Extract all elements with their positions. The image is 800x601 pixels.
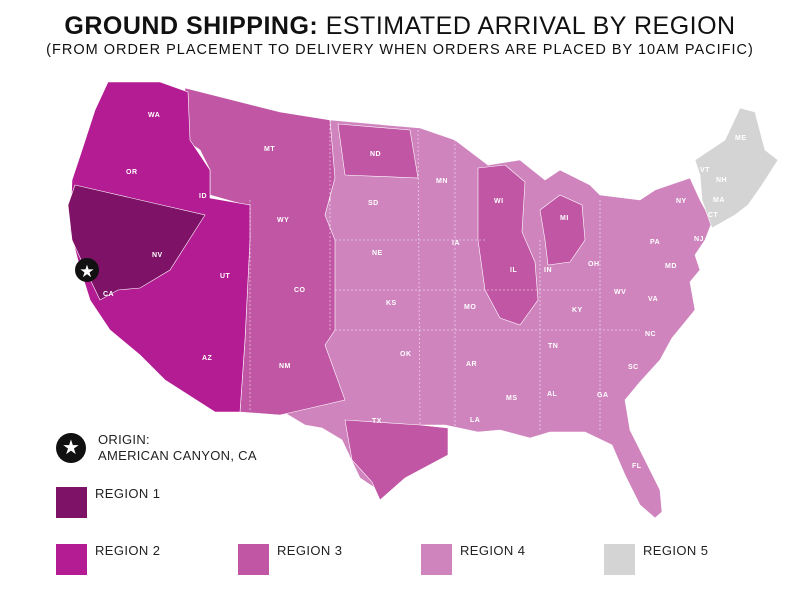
state-label-co: CO: [294, 287, 306, 294]
state-label-mo: MO: [464, 304, 476, 311]
legend-swatch: [421, 544, 452, 575]
state-label-or: OR: [126, 169, 138, 176]
legend-label: REGION 1: [95, 486, 161, 501]
state-label-ne: NE: [372, 250, 383, 257]
state-label-il: IL: [510, 267, 517, 274]
state-label-al: AL: [547, 391, 558, 398]
legend-region5: REGION 5: [604, 543, 709, 575]
state-label-nj: NJ: [694, 236, 704, 243]
state-label-me: ME: [735, 135, 747, 142]
state-label-nd: ND: [370, 151, 381, 158]
state-label-ny: NY: [676, 198, 687, 205]
state-label-ms: MS: [506, 395, 518, 402]
state-label-ok: OK: [400, 351, 412, 358]
state-label-va: VA: [648, 296, 658, 303]
region3-texas-east: [344, 419, 449, 501]
state-label-nm: NM: [279, 363, 291, 370]
legend-region4: REGION 4: [421, 543, 526, 575]
map-subtitle: (FROM ORDER PLACEMENT TO DELIVERY WHEN O…: [46, 42, 754, 58]
legend-label: REGION 5: [643, 543, 709, 558]
legend-label: REGION 3: [277, 543, 343, 558]
state-label-wi: WI: [494, 198, 504, 205]
state-label-id: ID: [199, 193, 207, 200]
state-label-ma: MA: [713, 197, 725, 204]
state-label-nv: NV: [152, 252, 163, 259]
region3-midwest: [477, 164, 539, 326]
state-label-tn: TN: [548, 343, 558, 350]
state-borders: [249, 120, 640, 432]
legend-swatch: [604, 544, 635, 575]
region4-area: [239, 119, 713, 519]
region3-mi: [539, 194, 586, 266]
state-label-ar: AR: [466, 361, 477, 368]
legend-label: REGION 4: [460, 543, 526, 558]
state-label-ia: IA: [452, 240, 460, 247]
state-label-mi: MI: [560, 215, 569, 222]
state-label-in: IN: [544, 267, 552, 274]
state-labels: WA OR MT ID WY ND MN SD NV UT CA CO NE I…: [103, 112, 747, 470]
legend-swatch: [238, 544, 269, 575]
origin-label: ORIGIN:: [98, 432, 150, 447]
state-label-ga: GA: [597, 392, 609, 399]
region5-area: [694, 107, 779, 229]
state-label-wv: WV: [614, 289, 626, 296]
state-label-nh: NH: [716, 177, 727, 184]
map-title: GROUND SHIPPING: ESTIMATED ARRIVAL BY RE…: [0, 12, 800, 41]
legend-region3: REGION 3: [238, 543, 343, 575]
legend-region2: REGION 2: [56, 543, 161, 575]
star-icon: ★: [56, 433, 86, 463]
state-label-oh: OH: [588, 261, 600, 268]
state-label-mt: MT: [264, 146, 275, 153]
state-label-wy: WY: [277, 217, 289, 224]
region1-area: [67, 184, 206, 301]
state-label-md: MD: [665, 263, 677, 270]
state-label-ct: CT: [708, 212, 719, 219]
legend-region1: REGION 1: [56, 486, 161, 518]
title-bold: GROUND SHIPPING:: [64, 12, 319, 40]
title-light: ESTIMATED ARRIVAL BY REGION: [325, 12, 736, 40]
state-label-ky: KY: [572, 307, 583, 314]
state-label-ks: KS: [386, 300, 397, 307]
state-label-la: LA: [470, 417, 480, 424]
state-label-mn: MN: [436, 178, 448, 185]
legend-label: REGION 2: [95, 543, 161, 558]
legend-swatch: [56, 544, 87, 575]
state-label-fl: FL: [632, 463, 642, 470]
origin-legend: ★ ORIGIN: AMERICAN CANYON, CA: [56, 432, 257, 464]
state-label-ut: UT: [220, 273, 231, 280]
state-label-tx: TX: [372, 418, 382, 425]
state-label-sd: SD: [368, 200, 379, 207]
star-icon: ★: [79, 262, 94, 281]
state-label-ca: CA: [103, 291, 114, 298]
state-label-az: AZ: [202, 355, 213, 362]
origin-marker: ★: [75, 258, 99, 282]
state-label-pa: PA: [650, 239, 660, 246]
state-label-sc: SC: [628, 364, 639, 371]
state-label-vt: VT: [700, 167, 710, 174]
legend-swatch: [56, 487, 87, 518]
region3-nd: [337, 123, 419, 179]
state-label-nc: NC: [645, 331, 656, 338]
state-label-wa: WA: [148, 112, 160, 119]
origin-location: AMERICAN CANYON, CA: [98, 448, 257, 463]
